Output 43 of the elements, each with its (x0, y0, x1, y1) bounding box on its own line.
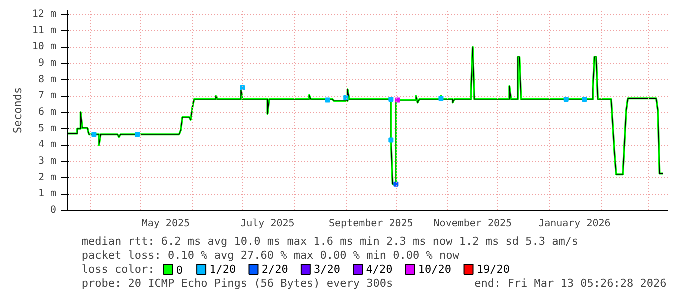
y-tick-label: 9 m (38, 58, 56, 70)
y-tick-label: 7 m (38, 90, 56, 102)
y-tick-label: 11 m (32, 25, 57, 36)
point (388, 96, 394, 102)
legend-label: 10/20 (418, 263, 452, 276)
x-tick-label: May 2025 (142, 218, 190, 230)
y-axis-title: Seconds (11, 87, 24, 134)
y-tick-label: 0 (50, 205, 57, 216)
y-tick-label: 5 m (38, 123, 56, 134)
y-tick-label: 6 m (38, 107, 56, 118)
point (564, 96, 569, 102)
x-tick-label: July 2025 (240, 218, 295, 230)
point (135, 132, 140, 138)
point (394, 182, 399, 187)
x-tick-label: January 2026 (538, 218, 611, 230)
legend-label: 2/20 (262, 263, 288, 276)
legend-label: 19/20 (476, 263, 510, 276)
point (395, 98, 400, 103)
text: median rtt: 6.2 ms avg 10.0 ms max 1.6 ms min 2.3 ms now 1.2 ms sd 5.3 am/s (82, 235, 579, 248)
point (582, 96, 588, 102)
legend-label: 4/20 (366, 263, 393, 276)
y-tick-label: 1 m (38, 188, 56, 200)
y-tick-label: 3 m (38, 156, 56, 168)
legend-title: loss color: (82, 263, 155, 276)
x-tick-label: September 2025 (329, 218, 414, 230)
y-tick-label: 2 m (38, 172, 56, 184)
legend-label: 3/20 (314, 263, 341, 276)
x-tick-label: November 2025 (434, 218, 512, 230)
point (344, 95, 349, 100)
y-tick-label: 8 m (38, 74, 56, 86)
legend-label: 1/20 (210, 263, 236, 276)
y-tick-label: 12 m (32, 9, 57, 20)
point (388, 138, 394, 143)
text: end: Fri Mar 13 05:26:28 2026 (474, 277, 667, 290)
y-tick-label: 10 m (32, 42, 57, 53)
legend-label: 0 (176, 264, 183, 277)
point (92, 132, 97, 138)
point (438, 96, 444, 102)
point (240, 86, 246, 91)
text: packet loss: 0.10 % avg 27.60 % max 0.00 % min 0.00 % now (82, 249, 460, 262)
point (325, 98, 330, 103)
text: probe: 20 ICMP Echo Pings (56 Bytes) every 300s (82, 277, 394, 290)
y-tick-label: 4 m (38, 140, 56, 151)
